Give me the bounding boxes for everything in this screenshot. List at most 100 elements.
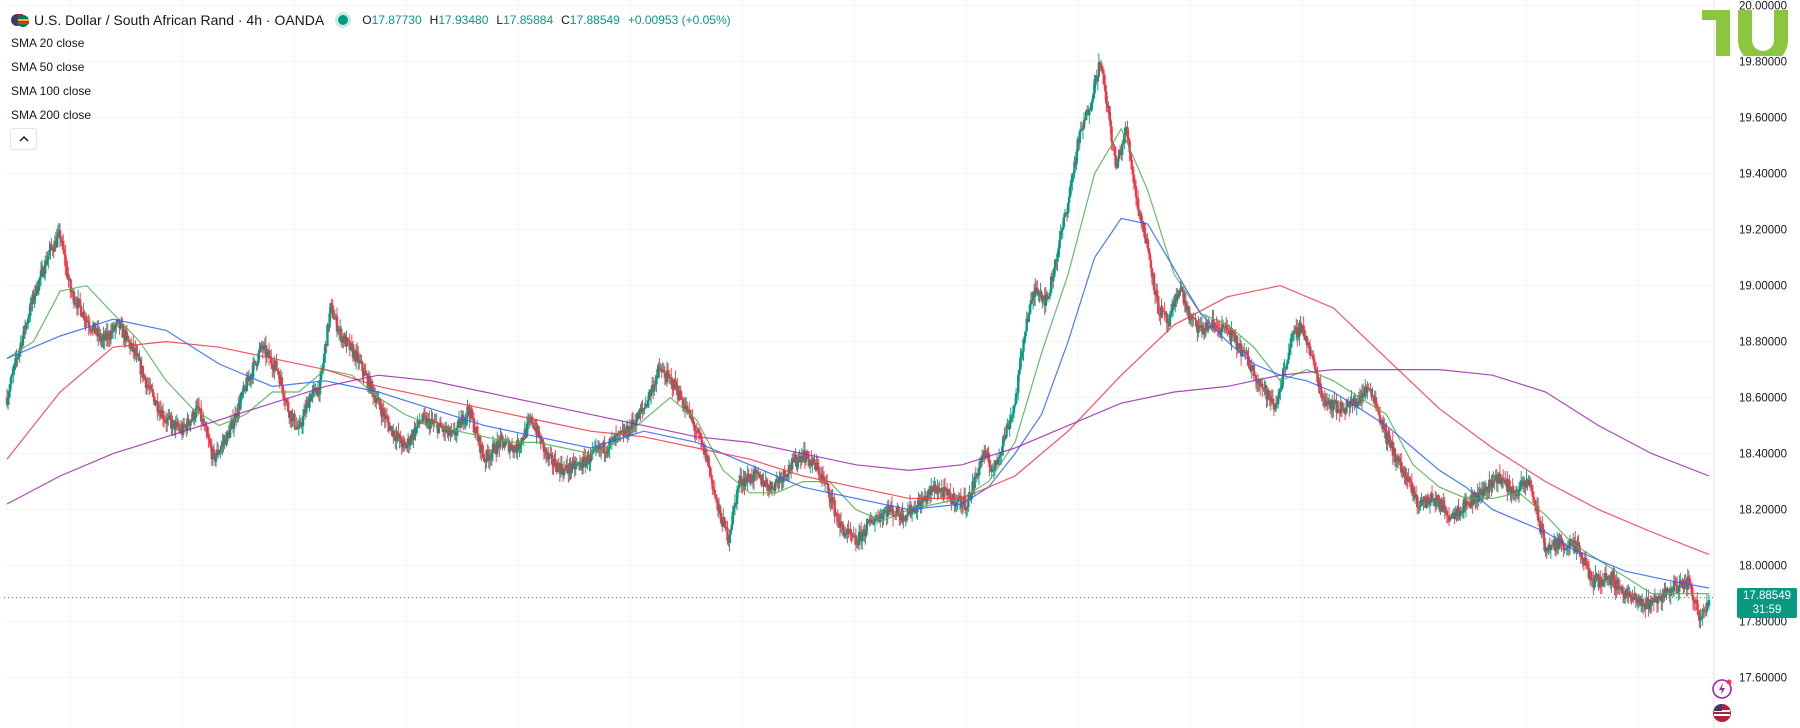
legend-sma-20[interactable]: SMA 20 close xyxy=(11,36,85,50)
legend-sma-50[interactable]: SMA 50 close xyxy=(11,60,85,74)
candle xyxy=(1508,474,1511,490)
candle xyxy=(966,505,969,517)
candle xyxy=(1286,358,1289,370)
candle xyxy=(345,330,348,354)
candle xyxy=(1140,211,1143,229)
last-price-value: 17.88549 xyxy=(1743,590,1791,602)
candle xyxy=(1707,594,1711,610)
candle xyxy=(376,391,379,404)
candle xyxy=(1622,586,1626,604)
candle xyxy=(803,441,807,469)
candle xyxy=(308,392,311,412)
candle xyxy=(791,453,794,473)
candle xyxy=(1326,397,1330,411)
candle xyxy=(187,414,190,426)
candle xyxy=(778,470,781,489)
candle xyxy=(222,434,225,453)
candle xyxy=(822,471,826,487)
candle xyxy=(571,457,574,474)
sma-200-line xyxy=(6,369,1710,505)
candle xyxy=(371,385,375,405)
high-label: H xyxy=(429,13,439,27)
candle xyxy=(854,528,858,552)
candle xyxy=(1688,575,1692,590)
candle xyxy=(150,383,153,391)
candle xyxy=(83,310,86,328)
candle xyxy=(1165,310,1168,332)
legend-sma-100[interactable]: SMA 100 close xyxy=(11,84,92,98)
candle xyxy=(1143,222,1146,239)
candle xyxy=(1379,422,1383,429)
candle xyxy=(1202,322,1206,341)
us-flag-events-icon[interactable] xyxy=(1711,702,1733,724)
candle xyxy=(425,412,429,430)
candle xyxy=(291,408,294,427)
candle xyxy=(754,467,758,482)
candle xyxy=(271,358,274,378)
candle xyxy=(1073,155,1076,179)
candle xyxy=(496,431,499,457)
candle xyxy=(192,409,195,425)
candle xyxy=(1271,389,1275,405)
candle xyxy=(1536,497,1540,527)
candle xyxy=(1044,286,1048,313)
candle xyxy=(433,413,436,426)
candle xyxy=(340,326,343,348)
legend-sma-200[interactable]: SMA 200 close xyxy=(11,108,92,122)
candle xyxy=(415,426,418,433)
close-label: C xyxy=(561,13,570,27)
candle xyxy=(1302,316,1305,337)
candle xyxy=(1501,469,1505,489)
candle xyxy=(1386,432,1389,452)
collapse-legend-button[interactable] xyxy=(10,128,37,150)
candle xyxy=(1163,302,1166,321)
candle xyxy=(956,495,959,511)
candle xyxy=(364,363,367,374)
candle xyxy=(1692,598,1696,611)
candle xyxy=(667,369,671,385)
candle xyxy=(1335,393,1338,421)
candle xyxy=(1146,232,1149,251)
candle xyxy=(1185,304,1189,316)
candle xyxy=(833,494,836,524)
candle xyxy=(1686,568,1689,597)
candle xyxy=(1414,485,1418,497)
candle xyxy=(214,455,218,468)
price-tick-label: 19.20000 xyxy=(1739,225,1787,237)
symbol-title[interactable]: U.S. Dollar / South African Rand · 4h · … xyxy=(34,12,325,28)
candle xyxy=(910,511,914,522)
market-open-indicator[interactable] xyxy=(338,15,349,25)
candle xyxy=(700,433,704,452)
price-tick-label: 18.60000 xyxy=(1739,393,1787,405)
candle xyxy=(181,418,185,438)
candle xyxy=(1366,381,1369,400)
candle xyxy=(775,471,778,486)
candle xyxy=(1627,584,1630,604)
candle xyxy=(86,316,89,323)
candle xyxy=(466,399,469,426)
candle xyxy=(1661,588,1664,611)
candle xyxy=(656,364,659,380)
candle xyxy=(1071,173,1074,191)
candlestick-series xyxy=(5,53,1711,629)
candle xyxy=(608,437,611,459)
candle xyxy=(680,391,684,400)
price-tick-label: 19.00000 xyxy=(1739,281,1787,293)
candle xyxy=(1148,250,1152,261)
candle xyxy=(504,434,507,446)
candle xyxy=(387,415,391,434)
lightning-alert-icon[interactable] xyxy=(1711,678,1733,700)
candle xyxy=(1593,575,1596,591)
price-tick-label: 17.80000 xyxy=(1739,617,1787,629)
candle xyxy=(1024,330,1027,343)
candle xyxy=(202,411,205,427)
candle xyxy=(1200,316,1203,338)
candle xyxy=(346,336,349,347)
candle xyxy=(1488,471,1491,498)
price-tick-label: 19.60000 xyxy=(1739,113,1787,125)
candle xyxy=(1215,316,1218,332)
price-axis[interactable]: 17.60000 17.80000 18.00000 18.20000 18.40000… xyxy=(1739,1,1787,685)
candle xyxy=(143,373,147,380)
candle xyxy=(1590,570,1593,588)
